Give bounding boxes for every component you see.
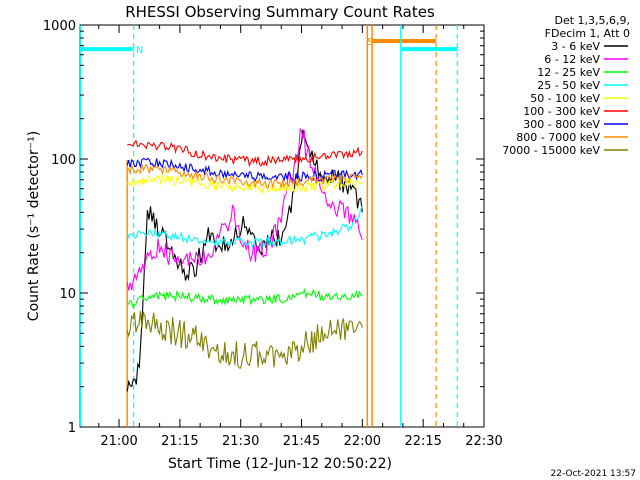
x-axis-ticks: 21:00 21:15 21:30 21:45 22:00 22:15 22:30 <box>98 25 503 449</box>
x-tick-label: 21:30 <box>222 434 259 449</box>
series-line-2 <box>126 288 363 310</box>
series-line-0 <box>126 129 363 392</box>
series-line-1 <box>126 127 363 291</box>
legend-header-line: Det 1,3,5,6,9, <box>554 14 630 27</box>
series-line-6 <box>126 157 363 183</box>
annotation-label: S <box>367 37 373 48</box>
x-tick-label: 22:30 <box>465 434 502 449</box>
plot-border <box>79 24 485 428</box>
y-tick-label: 1 <box>68 421 76 436</box>
series-line-5 <box>127 139 363 168</box>
legend: Det 1,3,5,6,9,FDecim 1, Att 03 - 6 keV6 … <box>502 14 630 157</box>
legend-entry-label: 100 - 300 keV <box>523 105 600 118</box>
legend-entry-label: 50 - 100 keV <box>530 92 600 105</box>
legend-entry-label: 3 - 6 keV <box>551 40 600 53</box>
x-tick-label: 21:45 <box>283 434 320 449</box>
x-tick-label: 22:00 <box>344 434 381 449</box>
y-tick-label: 10 <box>59 287 76 302</box>
annotation-group <box>400 25 458 427</box>
legend-entry-label: 800 - 7000 keV <box>516 131 600 144</box>
legend-entry-label: 6 - 12 keV <box>544 53 600 66</box>
series-line-7 <box>126 163 363 189</box>
plot-frame <box>79 24 485 428</box>
legend-entry-label: 300 - 800 keV <box>523 118 600 131</box>
y-tick-label: 1000 <box>43 19 76 34</box>
y-axis-label: Count Rate (s⁻¹ detector⁻¹) <box>26 131 42 321</box>
series-line-8 <box>126 311 363 369</box>
annotation-group: N <box>79 25 143 427</box>
legend-entry-label: 7000 - 15000 keV <box>502 144 600 157</box>
y-axis-ticks: 1 10 100 1000 <box>43 19 484 436</box>
chart-marks: NS <box>79 25 458 427</box>
footer-timestamp: 22-Oct-2021 13:57 <box>551 469 636 479</box>
chart-title: RHESSI Observing Summary Count Rates <box>125 3 435 21</box>
series-line-4 <box>126 174 363 195</box>
x-tick-label: 21:00 <box>100 434 137 449</box>
x-axis-label: Start Time (12-Jun-12 20:50:22) <box>168 456 392 472</box>
legend-header-line: FDecim 1, Att 0 <box>545 27 630 40</box>
series-line-3 <box>126 205 363 249</box>
annotation-label: N <box>136 45 143 56</box>
legend-entry-label: 25 - 50 keV <box>537 79 600 92</box>
y-tick-label: 100 <box>51 153 76 168</box>
legend-entry-label: 12 - 25 keV <box>537 66 600 79</box>
x-tick-label: 22:15 <box>404 434 441 449</box>
annotation-group: S <box>367 25 437 427</box>
x-tick-label: 21:15 <box>161 434 198 449</box>
